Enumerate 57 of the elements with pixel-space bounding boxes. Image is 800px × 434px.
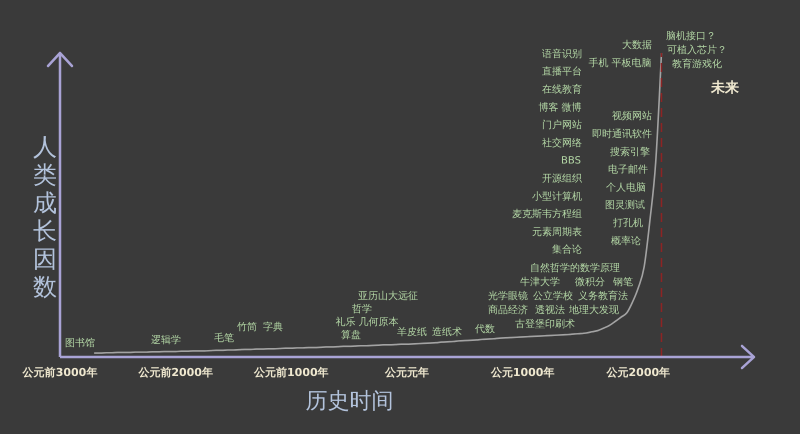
annotation: 个人电脑 [606, 180, 646, 193]
annotation: 代数 [474, 324, 495, 334]
annotation: 竹简 [237, 320, 257, 332]
annotation: 可植入芯片？ [667, 44, 727, 56]
annotation: 搜索引擎 [610, 145, 650, 158]
x-tick-label: 公元元年 [384, 366, 429, 379]
annotation: 图书馆 [65, 336, 95, 348]
annotation: 自然哲学的数学原理 [530, 262, 620, 274]
annotation: 视频网站 [612, 110, 652, 122]
annotation: 商品经济 [488, 304, 528, 316]
annotation: 钢笔 [612, 276, 633, 288]
annotation: 手机 平板电脑 [588, 56, 652, 68]
annotation: 哲学 [352, 302, 372, 314]
annotation: 光学眼镜 [488, 290, 528, 302]
annotation: 元素周期表 [532, 225, 582, 238]
annotation: 概率论 [611, 234, 641, 246]
annotation: 羊皮纸 [397, 326, 427, 338]
x-tick-label: 公元前2000年 [137, 366, 213, 379]
annotation: 小型计算机 [532, 190, 582, 202]
annotation: 电子邮件 [608, 163, 648, 176]
annotation: 礼乐 几何原本 [335, 316, 399, 328]
x-axis-title: 历史时间 [305, 389, 394, 414]
annotation: 图灵测试 [605, 198, 645, 211]
annotation: 公立学校 [533, 290, 573, 302]
annotation: 义务教育法 [578, 290, 628, 302]
annotation: 算盘 [341, 328, 361, 340]
annotation: 逻辑学 [151, 334, 181, 346]
y-axis-title: 人类成长因数 [33, 133, 57, 302]
annotation: 打孔机 [612, 216, 643, 228]
x-tick-label: 公元1000年 [490, 366, 554, 379]
annotation: 透视法 [535, 304, 565, 316]
annotation: 未来 [710, 80, 739, 96]
annotation: 博客 微博 [538, 100, 582, 113]
annotation: 语音识别 [542, 47, 582, 60]
annotation: BBS [561, 155, 581, 166]
annotation: 亚历山大远征 [358, 290, 418, 302]
annotation: 字典 [263, 320, 283, 332]
annotation: 毛笔 [214, 332, 234, 344]
annotation: 麦克斯韦方程组 [512, 208, 582, 220]
annotation: 牛津大学 [520, 276, 560, 288]
x-tick-label: 公元2000年 [606, 366, 670, 379]
x-tick-label: 公元前1000年 [253, 366, 329, 379]
text: 大数据 [622, 38, 652, 50]
annotation: 即时通讯软件 [592, 128, 652, 140]
annotation: 微积分 [575, 276, 605, 288]
x-tick-label: 公元前3000年 [22, 366, 98, 379]
annotation: 地理大发现 [568, 304, 619, 316]
annotation: 社交网络 [542, 136, 582, 148]
annotation: 古登堡印刷术 [515, 318, 575, 330]
annotation: 开源组织 [542, 172, 582, 184]
annotation: 集合论 [552, 243, 582, 256]
annotation: 在线教育 [542, 83, 582, 95]
annotation: 造纸术 [432, 326, 462, 338]
annotation: 教育游戏化 [672, 58, 722, 70]
annotation: 门户网站 [542, 118, 582, 131]
annotation: 直播平台 [542, 65, 582, 78]
text: 脑机接口？ [666, 30, 716, 42]
